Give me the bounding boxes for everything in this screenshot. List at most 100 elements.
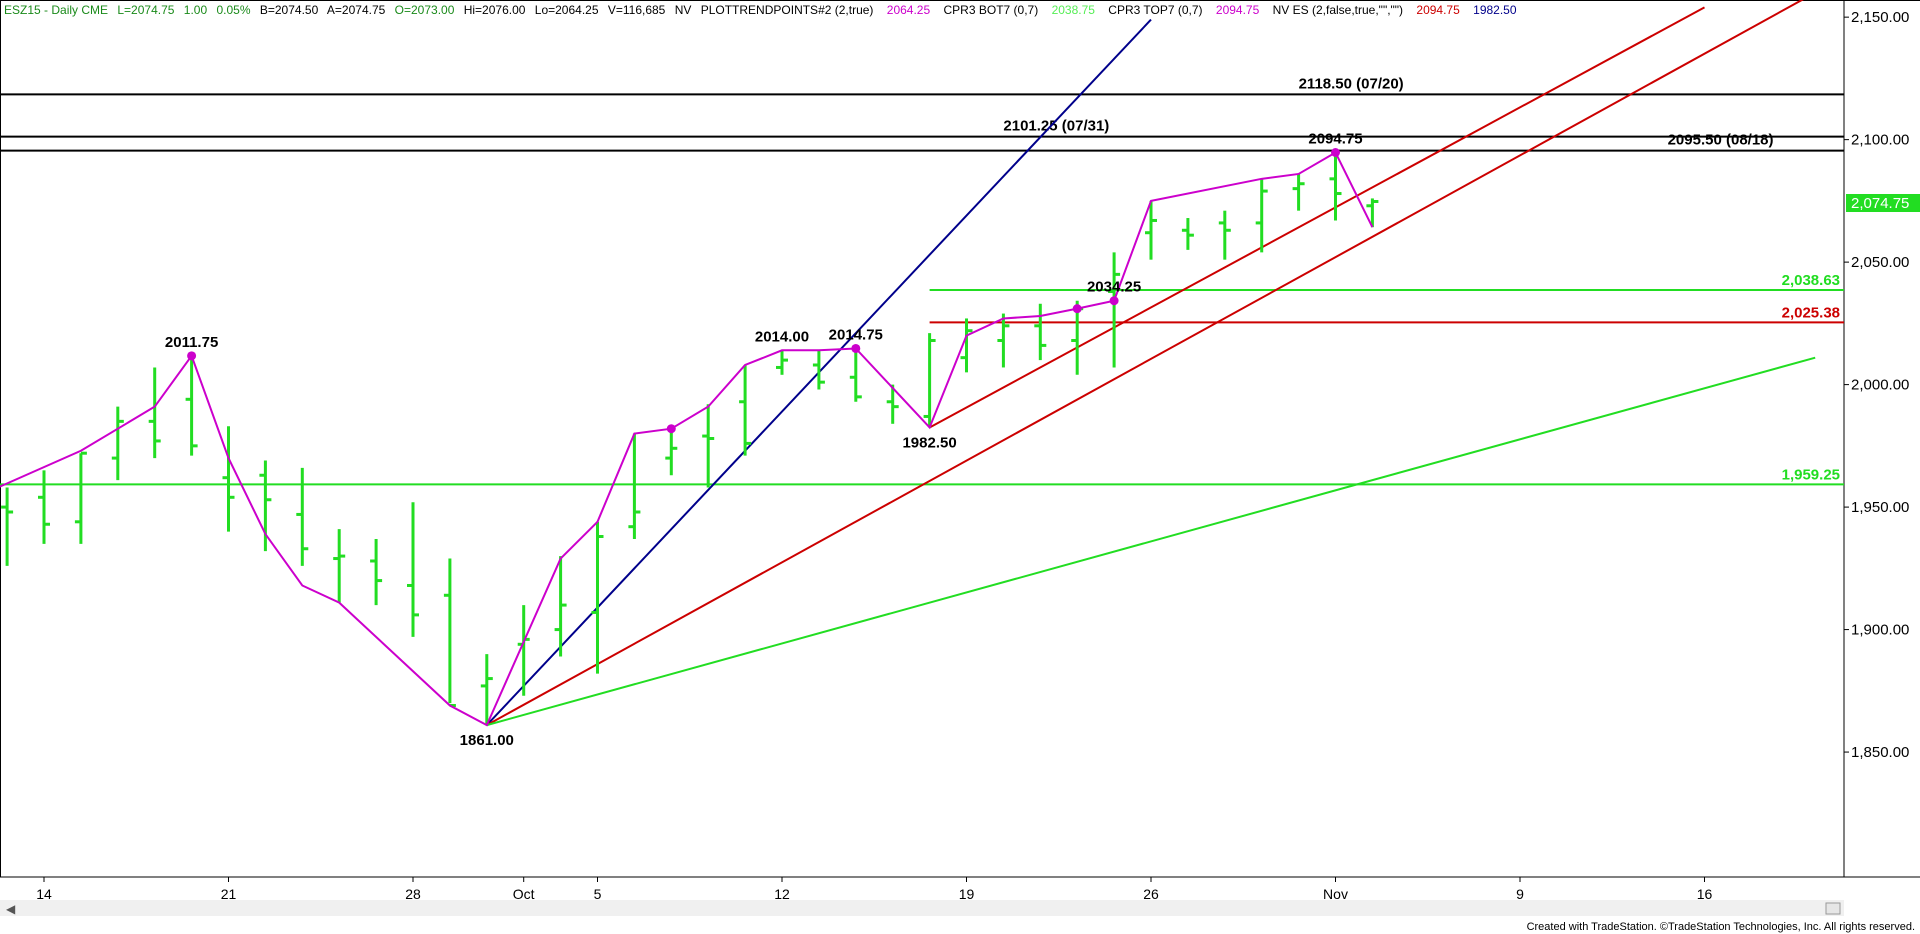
x-tick-label: 14 <box>36 886 52 902</box>
header-nv: NV <box>675 3 692 17</box>
ohlc-bar-2015-10-05 <box>591 521 604 674</box>
y-axis: 2,150.00 2,100.00 2,050.00 2,000.00 1,950.00… <box>1844 9 1909 761</box>
level-label-0: 2,038.63 <box>1782 272 1840 289</box>
swing-line <box>0 147 1374 727</box>
point-label-2: 2014.00 <box>755 328 809 345</box>
scroll-thumb[interactable] <box>1825 902 1841 915</box>
ohlc-bar-2015-10-19 <box>960 318 973 373</box>
x-axis: 14 21 28 Oct 5 12 19 26 Nov 9 16 <box>36 877 1712 902</box>
annotations: 2011.75 1861.00 2014.00 2014.75 1982.50 2034.… <box>165 130 1363 749</box>
ohlc-bar-2015-10-20 <box>997 313 1010 368</box>
header-study4-value1: 2094.75 <box>1416 3 1460 17</box>
ohlc-bar-2015-09-16 <box>111 406 124 481</box>
header-open: O=2073.00 <box>395 3 455 17</box>
y-tick-label: 2,050.00 <box>1851 254 1909 271</box>
ohlc-bar-2015-09-22 <box>259 460 272 552</box>
header-study4: NV ES (2,false,true,"","") <box>1273 3 1403 17</box>
ohlc-bar-2015-09-23 <box>296 467 309 566</box>
ohlc-bar-2015-10-14 <box>849 348 862 402</box>
ohlc-bar-2015-09-11 <box>1 487 14 566</box>
header-study4-value2: 1982.50 <box>1473 3 1517 17</box>
header-study3-value: 2094.75 <box>1216 3 1260 17</box>
trend-line-1 <box>486 0 1804 726</box>
point-label-0: 2011.75 <box>165 334 218 351</box>
ohlc-bar-2015-09-15 <box>74 451 87 544</box>
x-tick-label: 9 <box>1516 886 1524 902</box>
ohlc-bar-2015-09-18 <box>185 355 198 456</box>
y-tick-label: 1,950.00 <box>1851 499 1909 516</box>
trend-line-2 <box>929 6 1705 429</box>
ohlc-bar-2015-10-23 <box>1108 252 1121 368</box>
header-bid: B=2074.50 <box>260 3 319 17</box>
pivot-dot-5 <box>1331 147 1340 157</box>
swing-polyline <box>0 151 1374 727</box>
last-price-label: 2,074.75 <box>1851 195 1909 212</box>
point-label-5: 2034.25 <box>1087 279 1141 296</box>
level-label-2: 1,959.25 <box>1782 466 1840 483</box>
point-label-6: 2094.75 <box>1308 130 1362 147</box>
trend-line-3 <box>486 356 1816 727</box>
point-label-4: 1982.50 <box>902 434 956 451</box>
header-symbol: ESZ15 - Daily CME <box>4 3 108 17</box>
level-label-1: 2,025.38 <box>1782 304 1840 321</box>
x-tick-label: Nov <box>1323 886 1348 902</box>
header-study3: CPR3 TOP7 (0,7) <box>1108 3 1202 17</box>
header-ask: A=2074.75 <box>327 3 386 17</box>
header-study1: PLOTTRENDPOINTS#2 (2,true) <box>701 3 874 17</box>
ohlc-bar-2015-09-14 <box>38 470 50 544</box>
ohlc-bar-2015-10-28 <box>1218 210 1231 260</box>
header-low: Lo=2064.25 <box>535 3 599 17</box>
ohlc-bar-2015-10-30 <box>1292 173 1305 211</box>
header-last: L=2074.75 <box>117 3 174 17</box>
x-tick-label: 19 <box>959 886 975 902</box>
header-study2: CPR3 BOT7 (0,7) <box>944 3 1039 17</box>
y-tick-label: 2,000.00 <box>1851 377 1909 394</box>
scrollbar-track[interactable] <box>0 900 1844 916</box>
ohlc-bar-2015-10-09 <box>739 365 752 456</box>
ohlc-bar-2015-10-08 <box>702 404 715 488</box>
chart-frame <box>0 0 1920 878</box>
point-label-1: 1861.00 <box>460 732 514 749</box>
ohlc-bar-2015-10-12 <box>776 350 788 375</box>
ohlc-bar-2015-10-02 <box>554 556 567 657</box>
header-high: Hi=2076.00 <box>464 3 526 17</box>
chart-header: ESZ15 - Daily CME L=2074.75 1.00 0.05% B… <box>4 3 1517 17</box>
horizontal-levels: 2118.50 (07/20) 2101.25 (07/31) 2095.50 (0… <box>0 75 1844 486</box>
header-study2-value: 2038.75 <box>1052 3 1096 17</box>
y-tick-label: 2,100.00 <box>1851 132 1909 149</box>
x-tick-label: 21 <box>221 886 237 902</box>
pivot-dot-1 <box>666 424 676 434</box>
ohlc-bars <box>1 152 1379 726</box>
y-tick-label: 1,850.00 <box>1851 744 1909 761</box>
trend-lines <box>486 0 1816 727</box>
ohlc-bar-2015-10-26 <box>1145 200 1157 260</box>
ohlc-bar-2015-09-25 <box>370 538 383 606</box>
ohlc-bar-2015-11-02 <box>1329 152 1342 221</box>
resistance-label-2: 2095.50 (08/18) <box>1668 132 1774 149</box>
header-change: 1.00 <box>184 3 208 17</box>
pivot-dot-2 <box>851 343 861 353</box>
ohlc-bar-2015-10-15 <box>886 384 899 424</box>
ohlc-bar-2015-10-06 <box>628 433 641 539</box>
point-label-3: 2014.75 <box>829 326 883 343</box>
ohlc-bar-2015-09-21 <box>222 426 235 532</box>
x-tick-label: 16 <box>1697 886 1713 902</box>
y-tick-label: 2,150.00 <box>1851 9 1909 26</box>
y-tick-label: 1,900.00 <box>1851 622 1909 639</box>
ohlc-bar-2015-09-24 <box>333 529 346 603</box>
ohlc-bar-2015-10-29 <box>1255 178 1268 253</box>
ohlc-bar-2015-09-30 <box>480 654 493 726</box>
scroll-left-arrow[interactable]: ◀ <box>6 902 16 916</box>
ohlc-bar-2015-10-27 <box>1181 218 1194 250</box>
x-tick-label: 26 <box>1143 886 1159 902</box>
ohlc-bar-2015-09-28 <box>407 502 419 637</box>
pivot-dot-4 <box>1109 296 1119 306</box>
resistance-label-1: 2101.25 (07/31) <box>1003 118 1109 135</box>
ohlc-bar-2015-10-21 <box>1034 303 1047 361</box>
horizontal-scrollbar[interactable]: ◀ <box>0 900 1844 916</box>
x-tick-label: 28 <box>405 886 421 902</box>
footer-credit: Created with TradeStation. ©TradeStation… <box>1527 921 1915 933</box>
last-price-box <box>1846 194 1920 212</box>
resistance-label-0: 2118.50 (07/20) <box>1299 75 1404 92</box>
